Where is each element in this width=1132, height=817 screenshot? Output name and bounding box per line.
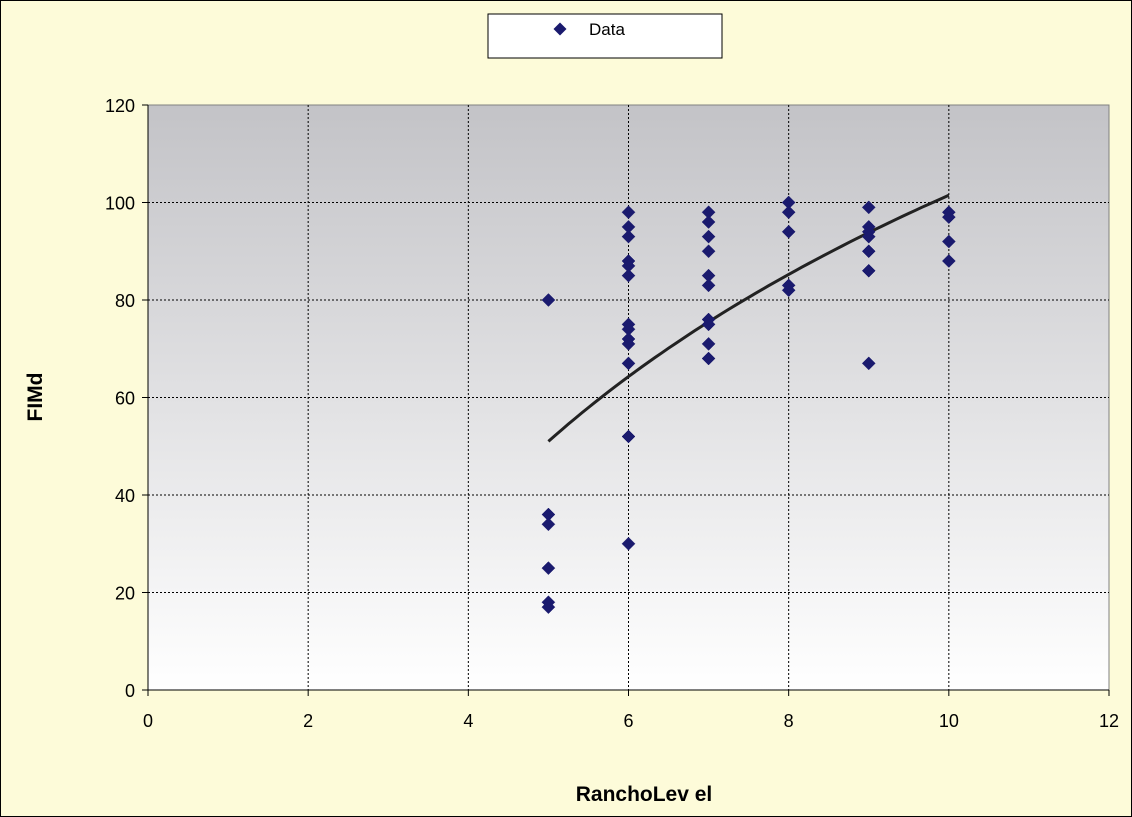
axes bbox=[142, 104, 1110, 696]
data-point bbox=[861, 229, 876, 244]
legend-marker-diamond-icon bbox=[553, 22, 567, 36]
x-axis-title: RanchoLev el bbox=[576, 783, 713, 806]
y-tick-label: 20 bbox=[115, 584, 135, 604]
data-point bbox=[941, 234, 956, 249]
data-point bbox=[701, 278, 716, 293]
data-point bbox=[621, 429, 636, 444]
tick-labels: 0 20 40 60 80 100 120 0 2 4 6 8 10 12 bbox=[105, 96, 1119, 731]
y-axis-title: FIMd bbox=[24, 373, 47, 422]
y-tick-label: 60 bbox=[115, 389, 135, 409]
y-tick-label: 0 bbox=[125, 681, 135, 701]
legend: Data bbox=[487, 13, 723, 59]
y-tick-label: 40 bbox=[115, 486, 135, 506]
data-point bbox=[541, 293, 556, 307]
data-point bbox=[621, 356, 636, 371]
x-tick-label: 0 bbox=[143, 711, 153, 731]
data-point bbox=[621, 536, 636, 551]
x-tick-label: 8 bbox=[784, 711, 794, 731]
data-point bbox=[541, 561, 556, 575]
data-point bbox=[541, 600, 556, 614]
data-point bbox=[861, 263, 876, 278]
data-point bbox=[781, 283, 796, 298]
data-point bbox=[861, 244, 876, 259]
data-point bbox=[701, 229, 716, 244]
data-point bbox=[861, 356, 876, 371]
data-point bbox=[941, 254, 956, 268]
x-tick-label: 2 bbox=[303, 711, 313, 731]
trend-line bbox=[547, 193, 950, 443]
data-point bbox=[701, 244, 716, 259]
legend-box bbox=[487, 13, 723, 59]
x-tick-label: 6 bbox=[623, 711, 633, 731]
data-point bbox=[621, 268, 636, 283]
x-tick-label: 4 bbox=[463, 711, 473, 731]
y-tick-label: 120 bbox=[105, 96, 135, 116]
data-point bbox=[621, 229, 636, 244]
data-point bbox=[541, 517, 556, 532]
legend-label: Data bbox=[589, 20, 625, 39]
data-point bbox=[701, 215, 716, 229]
data-point bbox=[621, 205, 636, 220]
y-tick-label: 100 bbox=[105, 194, 135, 214]
data-point bbox=[781, 224, 796, 239]
data-point bbox=[701, 351, 716, 366]
y-tick-label: 80 bbox=[115, 291, 135, 311]
data-points bbox=[541, 195, 956, 614]
data-point bbox=[861, 200, 876, 215]
x-tick-label: 12 bbox=[1099, 711, 1119, 731]
data-point bbox=[941, 210, 956, 224]
data-point bbox=[621, 337, 636, 351]
data-point bbox=[781, 205, 796, 220]
data-point bbox=[701, 337, 716, 351]
data-point bbox=[701, 317, 716, 332]
x-tick-label: 10 bbox=[939, 711, 959, 731]
